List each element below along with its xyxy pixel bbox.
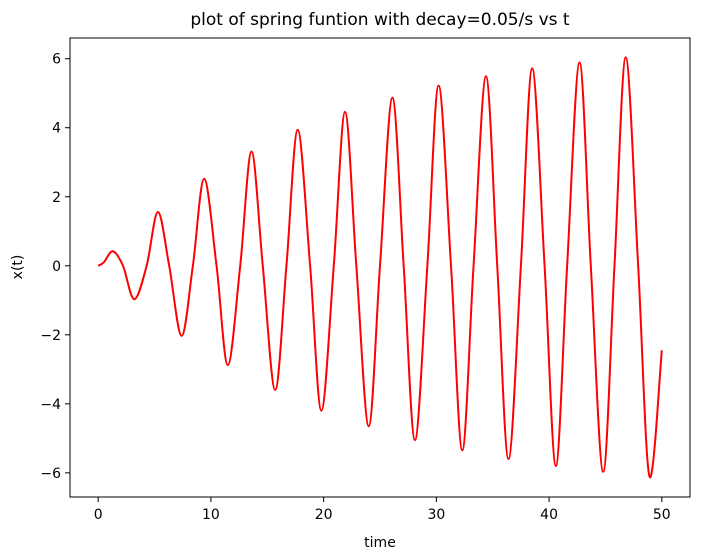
series-line-0 — [97, 56, 663, 479]
chart-title: plot of spring funtion with decay=0.05/s… — [190, 10, 570, 30]
plot-area — [97, 56, 663, 479]
y-axis-label: x(t) — [10, 255, 26, 280]
y-tick-label: 6 — [52, 52, 61, 68]
x-axis-label: time — [364, 535, 396, 551]
y-tick-label: −6 — [40, 466, 61, 482]
x-tick-label: 20 — [315, 507, 333, 523]
y-tick-label: −2 — [40, 328, 61, 344]
x-tick-label: 0 — [94, 507, 103, 523]
x-tick-label: 30 — [427, 507, 445, 523]
y-tick-label: 4 — [52, 121, 61, 137]
y-tick-label: 2 — [52, 190, 61, 206]
plot-frame — [69, 37, 691, 498]
y-tick-label: 0 — [52, 259, 61, 275]
x-tick-label: 50 — [653, 507, 671, 523]
x-tick-label: 40 — [540, 507, 558, 523]
x-tick-label: 10 — [202, 507, 220, 523]
y-tick-label: −4 — [40, 397, 61, 413]
axes: 0 10 20 30 40 50 −6 −4 −2 0 2 4 6 — [40, 37, 691, 523]
